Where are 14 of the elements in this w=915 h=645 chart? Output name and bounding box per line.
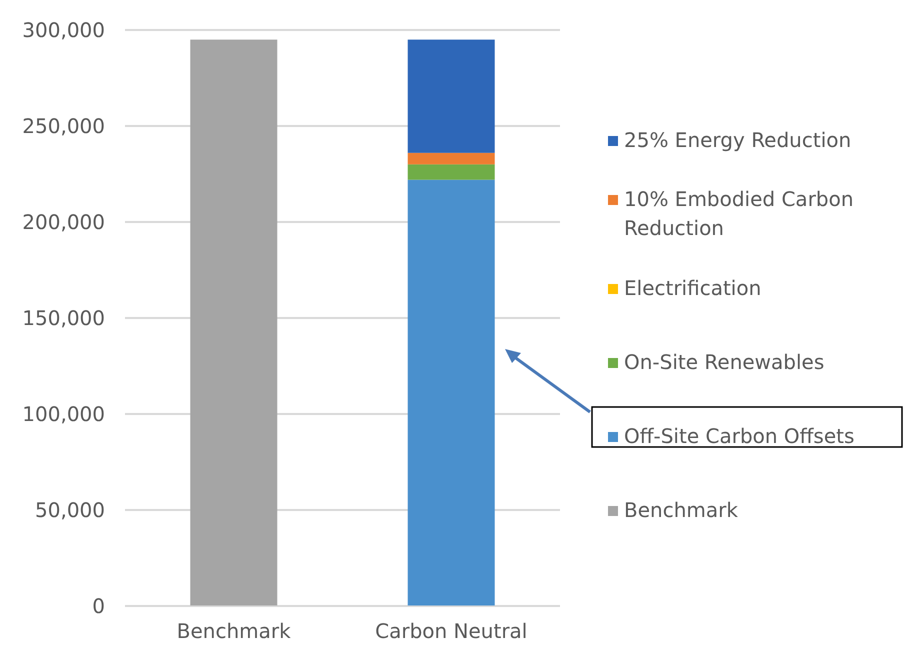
x-tick-label: Carbon Neutral — [375, 619, 528, 644]
y-tick-label: 300,000 — [22, 18, 105, 42]
legend-label: Off-Site Carbon Offsets — [624, 422, 854, 450]
legend-label: 25% Energy Reduction — [624, 126, 852, 154]
legend-label: On-Site Renewables — [624, 348, 824, 376]
y-tick-label: 100,000 — [22, 402, 105, 426]
y-tick-label: 0 — [92, 594, 105, 618]
legend-label: Electrification — [624, 274, 762, 302]
legend-label: Benchmark — [624, 496, 738, 524]
y-tick-label: 150,000 — [22, 306, 105, 330]
y-tick-label: 50,000 — [35, 498, 105, 522]
y-tick-label: 200,000 — [22, 210, 105, 234]
y-tick-label: 250,000 — [22, 114, 105, 138]
legend-label: 10% Embodied Carbon Reduction — [624, 186, 855, 242]
